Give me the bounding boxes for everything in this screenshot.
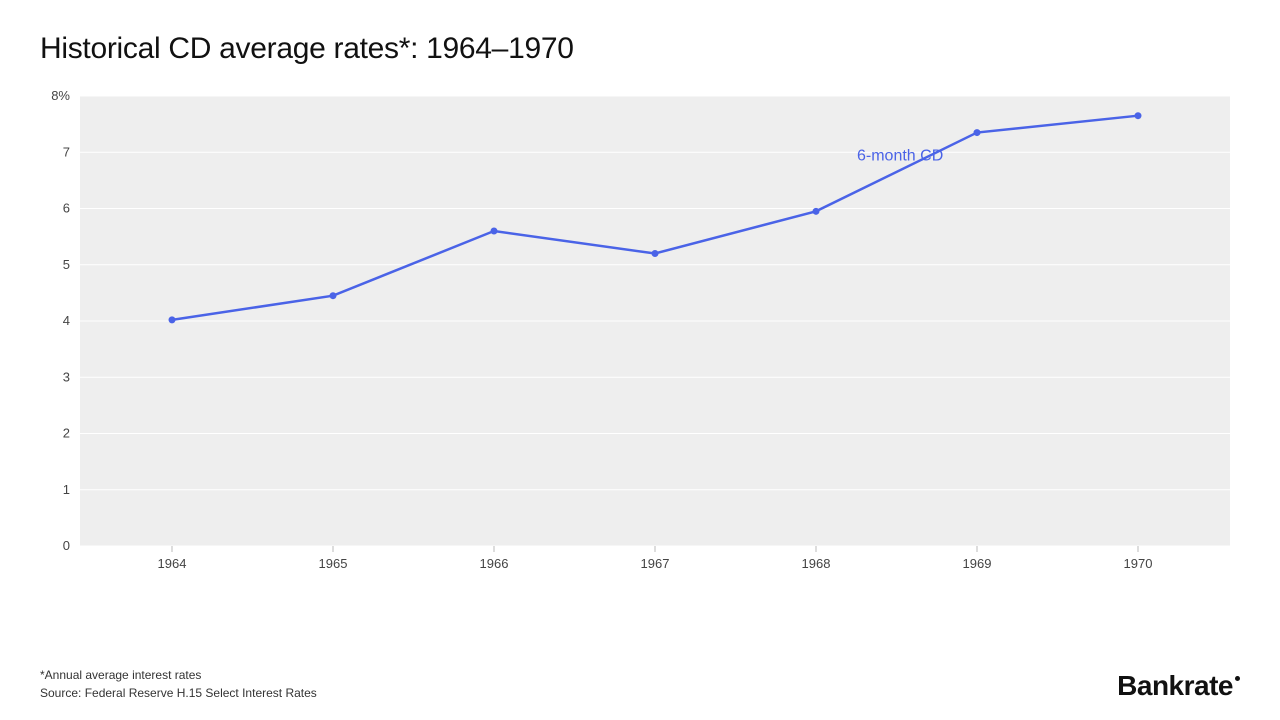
x-tick-label: 1965 [319,556,348,571]
y-tick-label: 0 [63,538,70,553]
y-tick-label: 3 [63,369,70,384]
source-text: Source: Federal Reserve H.15 Select Inte… [40,685,317,702]
series-marker [974,129,981,136]
series-marker [330,292,337,299]
series-marker [491,228,498,235]
x-tick-label: 1966 [480,556,509,571]
chart-title: Historical CD average rates*: 1964–1970 [40,32,1240,66]
y-tick-label: 4 [63,313,70,328]
brand-logo: Bankrate [1117,670,1240,702]
chart-container: Historical CD average rates*: 1964–1970 … [0,0,1280,720]
line-chart: 0 1 2 3 4 5 6 7 8% 1964 1965 1966 1967 1968 1969 1970 6-… [40,90,1240,580]
x-tick-label: 1968 [802,556,831,571]
y-tick-label: 5 [63,257,70,272]
x-tick-label: 1969 [963,556,992,571]
x-tick-label: 1964 [158,556,187,571]
y-tick-label: 6 [63,201,70,216]
series-marker [813,208,820,215]
footnote-text: *Annual average interest rates [40,667,317,684]
y-tick-label: 2 [63,426,70,441]
x-tick-label: 1970 [1124,556,1153,571]
y-tick-label: 8% [51,90,70,103]
series-marker [652,250,659,257]
brand-text: Bankrate [1117,670,1233,701]
y-tick-label: 7 [63,144,70,159]
y-tick-label: 1 [63,482,70,497]
x-tick-label: 1967 [641,556,670,571]
brand-dot-icon [1235,676,1240,681]
series-label: 6-month CD [857,148,943,165]
series-marker [1135,112,1142,119]
series-marker [169,316,176,323]
chart-wrap: 0 1 2 3 4 5 6 7 8% 1964 1965 1966 1967 1968 1969 1970 6-… [40,90,1240,580]
chart-footer: *Annual average interest rates Source: F… [40,667,317,702]
